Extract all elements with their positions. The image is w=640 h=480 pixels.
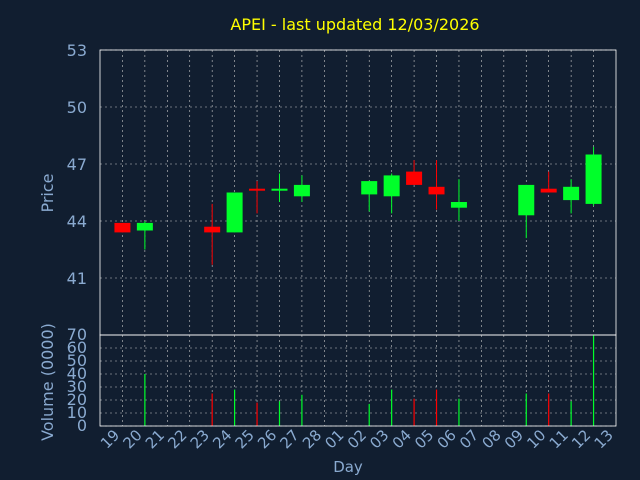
candle-body [271, 188, 288, 191]
volume-y-tick-label: 30 [67, 377, 87, 396]
volume-y-tick-label: 70 [67, 325, 87, 344]
candle-body [204, 226, 221, 233]
candles [114, 146, 602, 265]
price-grid [100, 49, 616, 335]
candle-body [585, 154, 602, 204]
candle-body [114, 222, 131, 233]
candle-body [406, 171, 423, 185]
candle-body [361, 181, 378, 195]
volume-y-tick-label: 50 [67, 351, 87, 370]
volume-y-tick-label: 10 [67, 403, 87, 422]
candle-body [428, 186, 445, 195]
candle [540, 171, 557, 193]
x-tick-labels: 1920212223242526272801020304050607080910… [97, 426, 617, 452]
candle-body [226, 192, 243, 233]
volume-grid [100, 334, 616, 427]
candle-body [540, 188, 557, 193]
candle [406, 160, 423, 185]
candle [249, 181, 266, 214]
volume-y-tick-label: 20 [67, 390, 87, 409]
candle [563, 179, 580, 214]
candle [450, 179, 467, 221]
chart-title: APEI - last updated 12/03/2026 [230, 15, 479, 34]
candle [226, 192, 243, 233]
price-plot-frame [99, 49, 617, 336]
candle [136, 221, 153, 250]
price-y-tick-label: 50 [67, 98, 87, 117]
candle [204, 203, 221, 265]
candle [114, 222, 131, 233]
volume-bars [144, 335, 595, 426]
candle-body [563, 186, 580, 201]
candle-body [136, 222, 153, 231]
candle [428, 160, 445, 210]
candle-body [293, 184, 310, 197]
price-y-tick-label: 41 [67, 269, 87, 288]
candle [383, 173, 400, 214]
volume-y-tick-label: 40 [67, 364, 87, 383]
x-axis-label: Day [333, 458, 363, 476]
price-axis-label: Price [38, 173, 57, 212]
price-y-tick-label: 44 [67, 212, 87, 231]
price-y-tick-label: 47 [67, 155, 87, 174]
volume-axis-label: Volume (0000) [38, 323, 57, 441]
candle [293, 175, 310, 202]
price-y-tick-labels: 41 44 47 50 53 [67, 41, 87, 288]
volume-y-tick-label: 0 [77, 416, 87, 435]
candle-body [518, 184, 535, 216]
volume-y-tick-label: 60 [67, 338, 87, 357]
candle [518, 184, 535, 239]
candle-body [249, 188, 266, 191]
candle-body [383, 175, 400, 197]
x-tick-label: 13 [591, 426, 617, 452]
price-y-tick-label: 53 [67, 41, 87, 60]
candle [361, 181, 378, 212]
candle [585, 146, 602, 206]
candle [271, 173, 288, 202]
candle-body [450, 202, 467, 208]
volume-plot-frame [99, 334, 617, 427]
